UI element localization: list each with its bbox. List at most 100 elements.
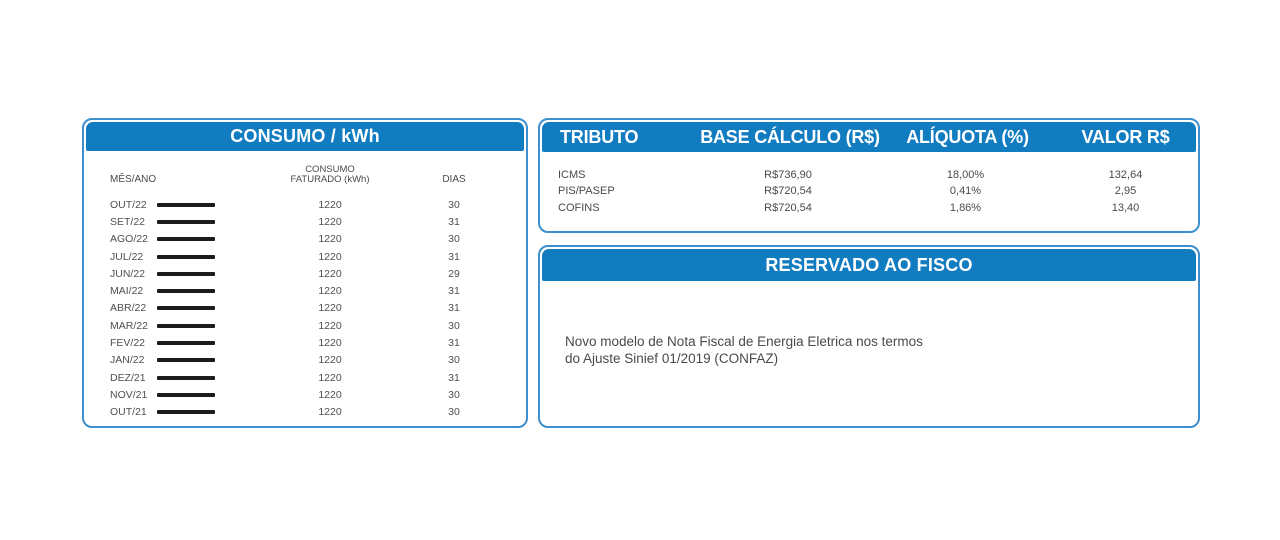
kwh-cell: 1220 xyxy=(318,337,342,350)
kwh-cell: 1220 xyxy=(318,302,342,315)
month-cell: NOV/21 xyxy=(84,389,278,401)
base-calculo-cell: R$720,54 xyxy=(764,201,812,214)
column-header-base-calculo: BASE CÁLCULO (R$) xyxy=(700,126,880,147)
consumption-table-header: MÊS/ANO CONSUMO FATURADO (kWh) DIAS xyxy=(84,164,526,186)
consumption-row: SET/22 1220 31 xyxy=(84,213,526,230)
consumption-bar xyxy=(157,392,215,397)
consumption-row: MAR/22 1220 30 xyxy=(84,317,526,334)
column-header-valor: VALOR R$ xyxy=(1081,126,1170,147)
fisco-text-line2: do Ajuste Sinief 01/2019 (CONFAZ) xyxy=(565,351,779,366)
consumption-row: NOV/21 1220 30 xyxy=(84,386,526,403)
dias-cell: 31 xyxy=(448,250,460,263)
consumption-row: OUT/21 1220 30 xyxy=(84,404,526,421)
taxes-panel: TRIBUTO BASE CÁLCULO (R$) ALÍQUOTA (%) V… xyxy=(538,118,1200,233)
consumption-bar xyxy=(157,202,215,207)
dias-cell: 30 xyxy=(448,406,460,419)
dias-cell: 31 xyxy=(448,285,460,298)
dias-cell: 30 xyxy=(448,233,460,246)
consumption-row: JUL/22 1220 31 xyxy=(84,248,526,265)
consumption-row: DEZ/21 1220 31 xyxy=(84,369,526,386)
month-cell: JUN/22 xyxy=(84,268,278,280)
taxes-table-header: TRIBUTO BASE CÁLCULO (R$) ALÍQUOTA (%) V… xyxy=(542,122,1196,152)
aliquota-cell: 1,86% xyxy=(949,201,982,214)
consumption-panel-title: CONSUMO / kWh xyxy=(86,122,524,151)
tributo-cell: COFINS xyxy=(558,201,600,214)
consumption-bar xyxy=(157,375,215,380)
tributo-cell: PIS/PASEP xyxy=(558,185,615,198)
fisco-text-line1: Novo modelo de Nota Fiscal de Energia El… xyxy=(565,334,923,349)
valor-cell: 13,40 xyxy=(1111,201,1140,214)
consumption-row: JAN/22 1220 30 xyxy=(84,352,526,369)
valor-cell: 132,64 xyxy=(1108,169,1143,182)
dias-cell: 30 xyxy=(448,198,460,211)
month-label: SET/22 xyxy=(110,215,146,228)
month-label: JAN/22 xyxy=(110,354,145,367)
column-header-mes-ano: MÊS/ANO xyxy=(110,174,157,185)
month-cell: OUT/22 xyxy=(84,199,278,211)
dias-cell: 31 xyxy=(448,337,460,350)
consumption-bar xyxy=(157,341,215,346)
base-calculo-cell: R$736,90 xyxy=(764,169,812,182)
consumption-bar xyxy=(157,254,215,259)
kwh-cell: 1220 xyxy=(318,354,342,367)
consumption-row: AGO/22 1220 30 xyxy=(84,231,526,248)
month-cell: OUT/21 xyxy=(84,406,278,418)
month-cell: AGO/22 xyxy=(84,233,278,245)
tax-row: PIS/PASEP R$720,54 0,41% 2,95 xyxy=(540,183,1198,199)
month-label: OUT/21 xyxy=(110,406,147,419)
month-label: NOV/21 xyxy=(110,388,148,401)
month-cell: FEV/22 xyxy=(84,337,278,349)
consumption-row: ABR/22 1220 31 xyxy=(84,300,526,317)
month-label: ABR/22 xyxy=(110,302,147,315)
kwh-cell: 1220 xyxy=(318,233,342,246)
tax-row: ICMS R$736,90 18,00% 132,64 xyxy=(540,167,1198,183)
month-label: JUL/22 xyxy=(110,250,144,263)
consumption-bar xyxy=(157,219,215,224)
month-label: OUT/22 xyxy=(110,198,147,211)
kwh-cell: 1220 xyxy=(318,319,342,332)
month-cell: JAN/22 xyxy=(84,354,278,366)
kwh-cell: 1220 xyxy=(318,215,342,228)
column-header-aliquota: ALÍQUOTA (%) xyxy=(906,126,1029,147)
consumption-row: OUT/22 1220 30 xyxy=(84,196,526,213)
column-header-tributo: TRIBUTO xyxy=(560,126,639,147)
month-cell: JUL/22 xyxy=(84,251,278,263)
taxes-table-body: ICMS R$736,90 18,00% 132,64 PIS/PASEP R$… xyxy=(540,167,1198,216)
tax-row: COFINS R$720,54 1,86% 13,40 xyxy=(540,200,1198,216)
kwh-cell: 1220 xyxy=(318,250,342,263)
month-label: DEZ/21 xyxy=(110,371,146,384)
consumption-bar xyxy=(157,289,215,294)
reserved-fisco-title: RESERVADO AO FISCO xyxy=(542,249,1196,281)
kwh-cell: 1220 xyxy=(318,285,342,298)
consumption-bar xyxy=(157,306,215,311)
tributo-cell: ICMS xyxy=(558,169,586,182)
month-cell: MAR/22 xyxy=(84,320,278,332)
consumption-bar xyxy=(157,237,215,242)
consumption-row: JUN/22 1220 29 xyxy=(84,265,526,282)
dias-cell: 31 xyxy=(448,215,460,228)
month-label: MAI/22 xyxy=(110,285,144,298)
dias-cell: 30 xyxy=(448,388,460,401)
consumption-bar xyxy=(157,358,215,363)
column-header-dias: DIAS xyxy=(442,174,466,185)
reserved-fisco-text: Novo modelo de Nota Fiscal de Energia El… xyxy=(540,333,1198,367)
kwh-cell: 1220 xyxy=(318,406,342,419)
consumption-bar xyxy=(157,410,215,415)
consumption-bar xyxy=(157,271,215,276)
kwh-cell: 1220 xyxy=(318,388,342,401)
base-calculo-cell: R$720,54 xyxy=(764,185,812,198)
dias-cell: 29 xyxy=(448,267,460,280)
month-label: MAR/22 xyxy=(110,319,148,332)
month-cell: SET/22 xyxy=(84,216,278,228)
dias-cell: 31 xyxy=(448,371,460,384)
month-label: JUN/22 xyxy=(110,267,146,280)
valor-cell: 2,95 xyxy=(1114,185,1137,198)
month-cell: ABR/22 xyxy=(84,302,278,314)
column-header-consumo-faturado: CONSUMO FATURADO (kWh) xyxy=(290,164,370,185)
aliquota-cell: 0,41% xyxy=(949,185,982,198)
month-label: AGO/22 xyxy=(110,233,148,246)
month-cell: MAI/22 xyxy=(84,285,278,297)
aliquota-cell: 18,00% xyxy=(946,169,985,182)
kwh-cell: 1220 xyxy=(318,198,342,211)
kwh-cell: 1220 xyxy=(318,267,342,280)
